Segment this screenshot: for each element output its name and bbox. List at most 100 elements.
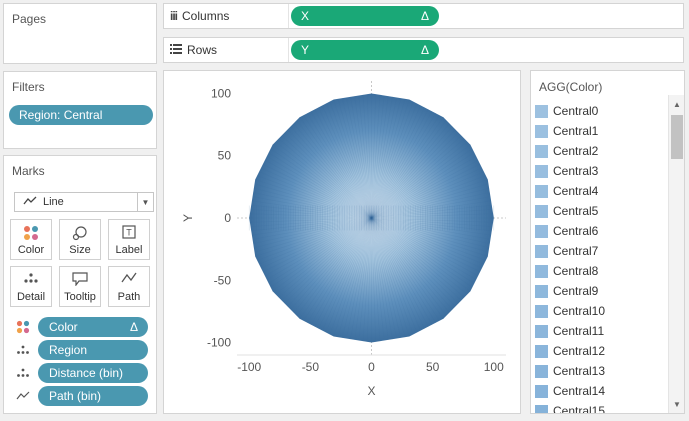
legend-item[interactable]: Central11 xyxy=(535,321,604,341)
color-field-pill[interactable]: Color Δ xyxy=(38,317,148,337)
path-bin-field-pill[interactable]: Path (bin) xyxy=(38,386,148,406)
line-mark xyxy=(371,192,490,219)
tooltip-button[interactable]: Tooltip xyxy=(59,266,101,307)
legend-item[interactable]: Central12 xyxy=(535,341,605,361)
line-mark xyxy=(264,217,372,277)
legend-item[interactable]: Central14 xyxy=(535,381,605,401)
view-canvas[interactable]: 100 50 0 -50 -100 -100 -50 0 50 100 X Y xyxy=(163,70,521,414)
line-mark xyxy=(371,217,486,261)
pages-shelf[interactable]: Pages xyxy=(3,3,157,64)
x-tick-label: 50 xyxy=(426,360,440,374)
line-mark xyxy=(260,167,372,219)
line-mark xyxy=(371,163,481,219)
legend-swatch xyxy=(535,264,548,278)
legend-item[interactable]: Central13 xyxy=(535,361,605,381)
line-mark xyxy=(371,120,447,219)
color-button[interactable]: Color xyxy=(10,219,52,260)
line-mark xyxy=(251,217,372,236)
line-mark xyxy=(371,217,377,342)
line-mark xyxy=(371,217,429,327)
legend-item[interactable]: Central7 xyxy=(535,241,598,261)
tooltip-icon xyxy=(60,272,100,286)
line-mark xyxy=(371,135,462,219)
line-mark xyxy=(371,217,492,236)
line-mark xyxy=(371,101,414,219)
line-mark xyxy=(337,217,372,338)
columns-label-text: Columns xyxy=(182,9,230,23)
line-mark xyxy=(371,183,489,219)
columns-icon: iii xyxy=(170,9,178,23)
line-mark xyxy=(350,96,372,219)
legend-item-label: Central5 xyxy=(553,204,599,218)
detail-button-label: Detail xyxy=(16,291,46,303)
legend-item[interactable]: Central2 xyxy=(535,141,598,161)
line-mark xyxy=(371,200,492,219)
tooltip-button-label: Tooltip xyxy=(64,291,96,303)
legend-item[interactable]: Central10 xyxy=(535,301,605,321)
filter-pill-region[interactable]: Region: Central xyxy=(9,105,153,125)
line-series-area xyxy=(249,93,494,343)
size-icon xyxy=(60,225,100,241)
columns-shelf[interactable]: iii Columns X Δ xyxy=(163,3,684,29)
detail-button[interactable]: Detail xyxy=(10,266,52,307)
line-mark xyxy=(371,217,418,333)
legend-item[interactable]: Central5 xyxy=(535,201,598,221)
size-button[interactable]: Size xyxy=(59,219,101,260)
line-mark xyxy=(371,217,488,257)
field-row-region: Region xyxy=(16,340,148,360)
legend-item[interactable]: Central9 xyxy=(535,281,598,301)
path-button[interactable]: Path xyxy=(108,266,150,307)
line-mark xyxy=(371,129,456,219)
line-mark xyxy=(371,213,494,219)
line-mark xyxy=(329,101,372,219)
label-button[interactable]: T Label xyxy=(108,219,150,260)
line-mark xyxy=(371,196,491,219)
filters-shelf[interactable]: Filters Region: Central xyxy=(3,71,157,149)
legend-item-label: Central3 xyxy=(553,164,599,178)
rows-shelf[interactable]: Rows Y Δ xyxy=(163,37,684,63)
line-mark xyxy=(371,179,488,219)
line-mark xyxy=(307,217,372,323)
legend-title: AGG(Color) xyxy=(539,80,603,94)
line-mark xyxy=(325,217,372,333)
legend-item[interactable]: Central0 xyxy=(535,101,598,121)
line-mark xyxy=(322,105,372,219)
line-mark xyxy=(262,217,372,273)
line-mark xyxy=(371,217,450,313)
legend-item[interactable]: Central1 xyxy=(535,121,598,141)
region-field-pill[interactable]: Region xyxy=(38,340,148,360)
line-mark xyxy=(255,179,372,219)
line-mark xyxy=(371,217,492,232)
x-pill[interactable]: X Δ xyxy=(291,6,439,26)
x-pill-label: X xyxy=(301,9,310,23)
scroll-thumb[interactable] xyxy=(671,115,683,159)
chart[interactable]: 100 50 0 -50 -100 -100 -50 0 50 100 X Y xyxy=(164,71,522,415)
legend-item[interactable]: Central3 xyxy=(535,161,598,181)
line-mark xyxy=(296,217,372,316)
line-mark xyxy=(314,217,372,327)
path-icon xyxy=(109,272,149,284)
line-mark xyxy=(251,200,372,219)
legend-item[interactable]: Central8 xyxy=(535,261,598,281)
shelf-divider xyxy=(288,4,289,28)
line-mark xyxy=(322,217,372,331)
rows-icon xyxy=(170,43,182,57)
line-mark xyxy=(371,175,486,219)
columns-label: iii Columns xyxy=(170,9,229,23)
mark-type-dropdown[interactable]: Line ▼ xyxy=(14,192,154,212)
legend-item[interactable]: Central6 xyxy=(535,221,598,241)
distance-bin-field-pill[interactable]: Distance (bin) xyxy=(38,363,148,383)
scroll-down-icon[interactable]: ▼ xyxy=(673,399,681,409)
scroll-up-icon[interactable]: ▲ xyxy=(673,99,681,109)
line-mark xyxy=(371,217,475,284)
y-pill[interactable]: Y Δ xyxy=(291,40,439,60)
line-mark xyxy=(371,94,381,219)
chevron-down-icon[interactable]: ▼ xyxy=(137,193,153,211)
legend-item[interactable]: Central4 xyxy=(535,181,598,201)
legend-item[interactable]: Central15 xyxy=(535,401,605,413)
line-mark xyxy=(371,156,477,219)
line-mark xyxy=(257,175,372,219)
legend-swatch xyxy=(535,364,548,378)
legend-scrollbar[interactable]: ▲ ▼ xyxy=(668,95,684,413)
line-mark xyxy=(318,217,372,329)
